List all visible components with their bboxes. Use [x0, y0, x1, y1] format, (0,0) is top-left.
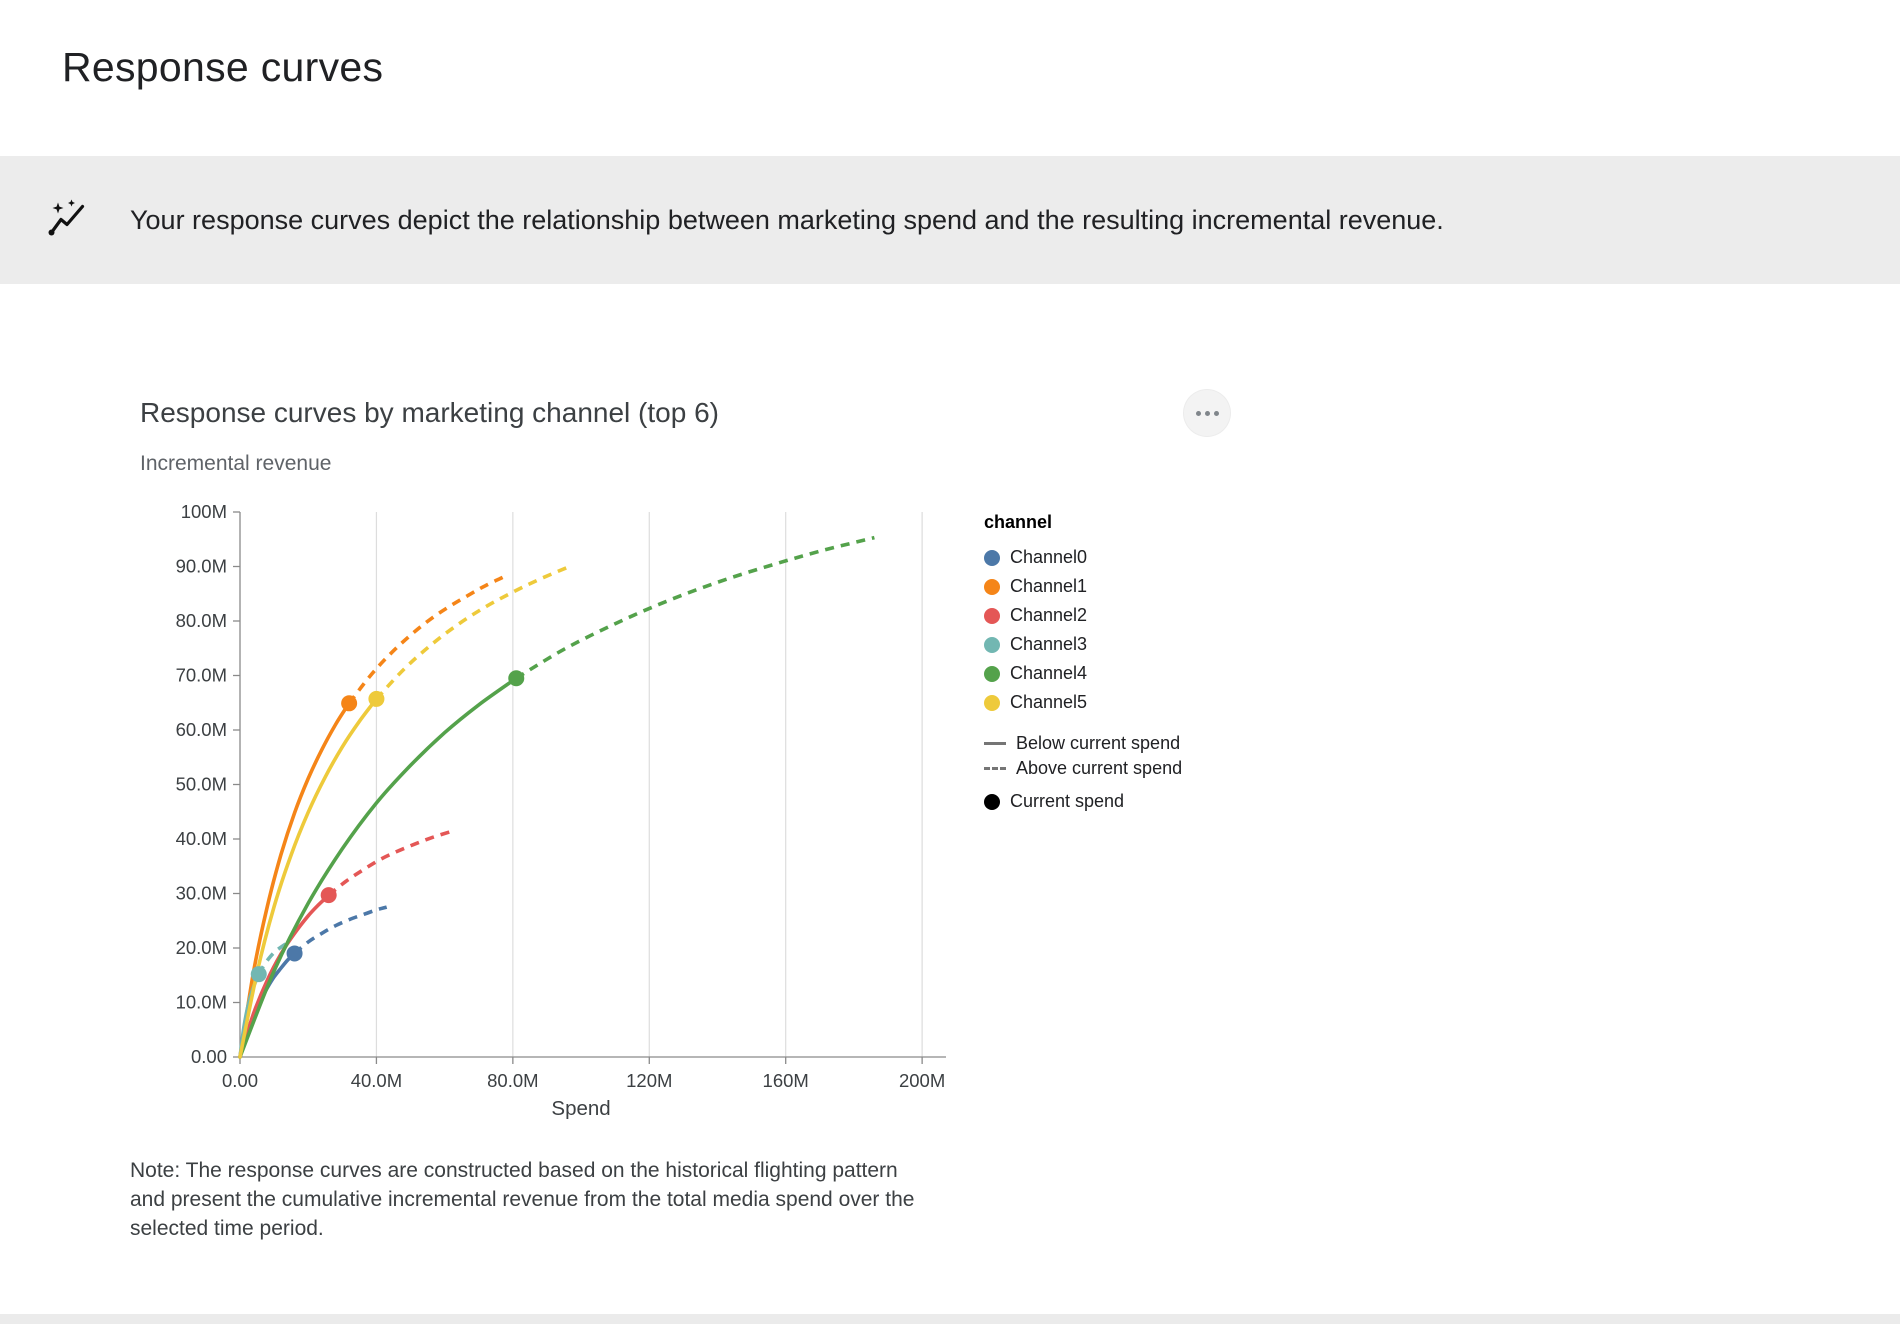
legend-item-Channel3: Channel3	[984, 630, 1254, 659]
dashed-line-icon	[984, 767, 1006, 770]
current-spend-dot-Channel5	[368, 690, 385, 707]
legend-swatch-Channel5	[984, 694, 1000, 711]
auto-graph-icon	[48, 199, 85, 236]
curve-solid-Channel4	[238, 676, 519, 1059]
legend-item-solid-line: Below current spend	[984, 731, 1254, 756]
legend-item-Channel5: Channel5	[984, 688, 1254, 717]
legend-item-Channel4: Channel4	[984, 659, 1254, 688]
current-spend-marker-icon	[984, 793, 1000, 810]
legend-label: Channel1	[1010, 576, 1088, 596]
current-spend-dot-Channel4	[508, 670, 525, 687]
legend-item-current-spend: Current spend	[984, 789, 1254, 814]
y-tick-label: 0.00	[191, 1046, 227, 1067]
legend-item-dashed-line: Above current spend	[984, 756, 1254, 781]
legend-label: Channel3	[1010, 634, 1088, 654]
y-tick-label: 30.0M	[176, 883, 227, 904]
chart-legend: channel Channel0 Channel1 Channel2 Channel3 C…	[984, 488, 1254, 1128]
y-tick-label: 70.0M	[176, 665, 227, 686]
legend-label: Channel0	[1010, 547, 1088, 567]
y-axis-title: Incremental revenue	[140, 452, 332, 475]
legend-swatch-Channel3	[984, 636, 1000, 653]
curve-dashed-Channel5	[375, 564, 572, 701]
x-tick-label: 0.00	[222, 1070, 258, 1091]
x-tick-label: 120M	[626, 1070, 672, 1091]
legend-title: channel	[984, 512, 1053, 532]
legend-swatch-Channel2	[984, 607, 1000, 624]
response-curves-card: Response curves by marketing channel (to…	[130, 390, 1400, 1243]
curve-solid-Channel1	[238, 701, 351, 1059]
current-spend-dot-Channel3	[250, 966, 267, 983]
legend-label: Channel5	[1010, 692, 1088, 712]
curve-solid-Channel5	[238, 697, 379, 1059]
menu-dot	[1195, 410, 1201, 416]
curve-dashed-Channel4	[515, 535, 875, 680]
legend-label: Channel2	[1010, 605, 1088, 625]
legend-swatch-Channel1	[984, 578, 1000, 595]
page-bottom-divider	[0, 1314, 1900, 1324]
curve-dashed-Channel1	[347, 575, 504, 705]
response-curves-chart: 0.00 40.0M 80.0M 120M 160M 200M 0.00 10.0M 20.0M…	[176, 501, 946, 1120]
curve-dashed-Channel2	[327, 828, 456, 897]
legend-item-Channel0: Channel0	[984, 543, 1254, 572]
solid-line-icon	[984, 742, 1006, 745]
legend-label: Current spend	[1010, 791, 1125, 811]
y-tick-label: 50.0M	[176, 774, 227, 795]
legend-item-Channel1: Channel1	[984, 572, 1254, 601]
legend-line-styles: Below current spend Above current spend Cu…	[984, 731, 1254, 814]
chart-note: Note: The response curves are constructe…	[130, 1159, 915, 1240]
chart-title: Response curves by marketing channel (to…	[140, 397, 719, 428]
legend-swatch-Channel4	[984, 665, 1000, 682]
x-axis-title: Spend	[551, 1097, 610, 1120]
y-tick-label: 80.0M	[176, 610, 227, 631]
y-tick-label: 10.0M	[176, 992, 227, 1013]
current-spend-dot-Channel1	[341, 695, 358, 712]
more-options-button[interactable]	[1184, 390, 1230, 436]
info-banner: Your response curves depict the relation…	[0, 156, 1900, 284]
y-tick-label: 90.0M	[176, 556, 227, 577]
x-tick-label: 200M	[899, 1070, 945, 1091]
y-tick-label: 20.0M	[176, 937, 227, 958]
x-tick-label: 80.0M	[487, 1070, 538, 1091]
menu-dot	[1204, 410, 1210, 416]
curve-dashed-Channel0	[293, 905, 388, 955]
page-title: Response curves	[62, 44, 384, 90]
menu-dot	[1213, 410, 1219, 416]
legend-label: Above current spend	[1016, 758, 1183, 778]
y-tick-label: 40.0M	[176, 828, 227, 849]
legend-item-Channel2: Channel2	[984, 601, 1254, 630]
legend-label: Below current spend	[1016, 733, 1181, 753]
current-spend-dot-Channel0	[286, 945, 303, 962]
legend-label: Channel4	[1010, 663, 1088, 683]
legend-swatch-Channel0	[984, 549, 1000, 566]
current-spend-dot-Channel2	[320, 887, 337, 904]
banner-text: Your response curves depict the relation…	[130, 204, 1444, 235]
y-tick-label: 100M	[181, 501, 227, 522]
x-tick-label: 160M	[763, 1070, 809, 1091]
y-tick-label: 60.0M	[176, 719, 227, 740]
x-tick-label: 40.0M	[351, 1070, 402, 1091]
